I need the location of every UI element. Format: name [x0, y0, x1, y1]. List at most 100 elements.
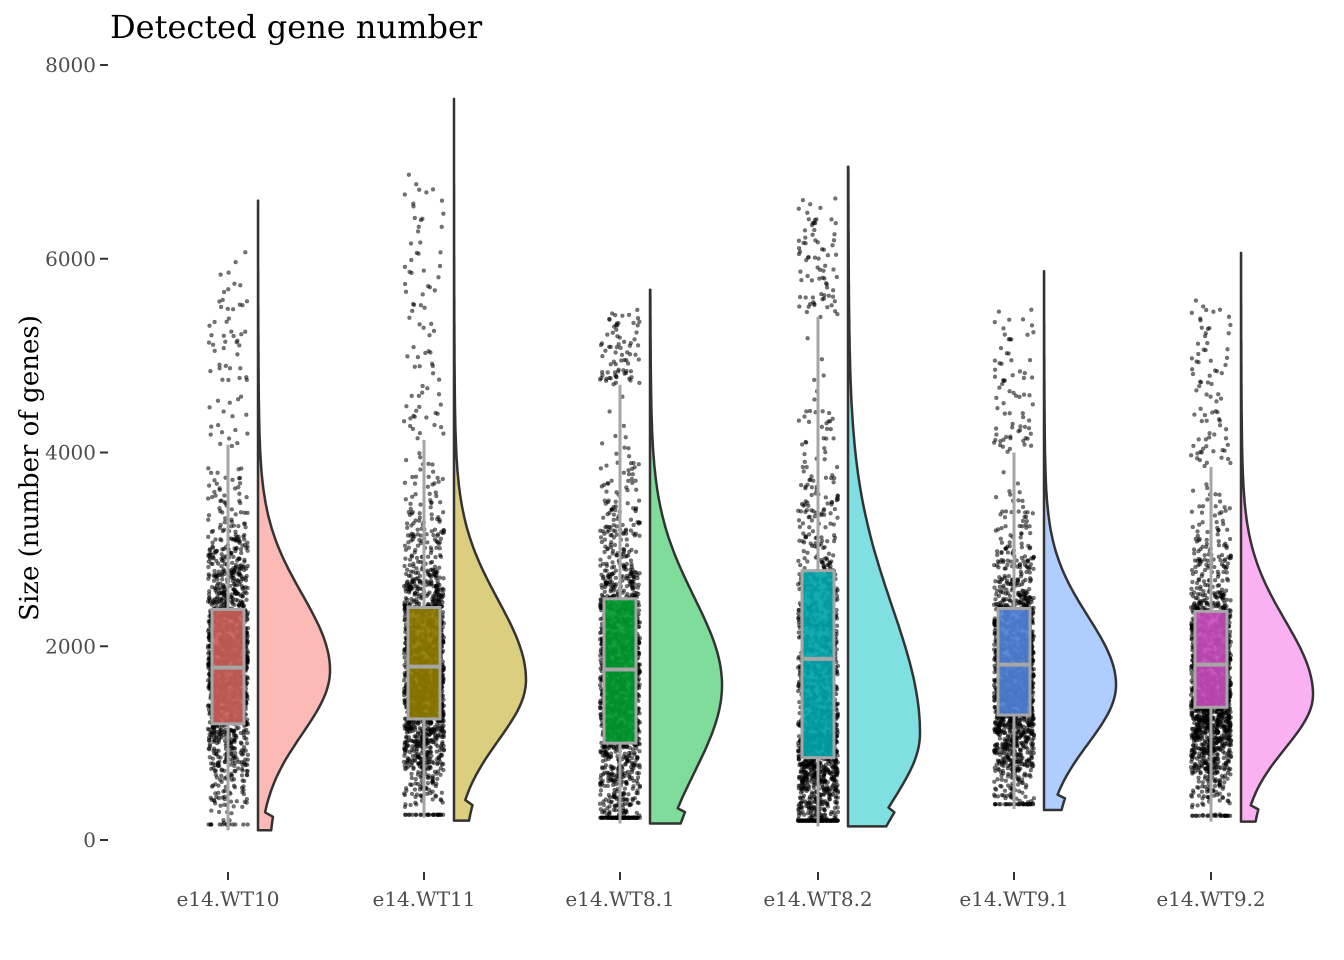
y-tick-label: 0	[83, 828, 96, 852]
data-point	[605, 332, 610, 337]
data-point	[206, 564, 211, 570]
data-point	[600, 576, 606, 581]
data-point	[412, 215, 417, 221]
data-point	[432, 481, 437, 486]
data-point	[410, 308, 415, 314]
data-point	[437, 565, 442, 570]
data-point	[435, 587, 441, 593]
data-point	[233, 259, 238, 265]
data-point	[402, 281, 408, 287]
violin	[648, 288, 724, 825]
data-point	[607, 409, 612, 414]
data-point	[402, 563, 407, 569]
data-point	[231, 554, 236, 560]
data-point	[230, 822, 235, 827]
data-point	[632, 337, 637, 342]
data-point	[600, 353, 605, 359]
data-point	[241, 778, 247, 784]
data-point	[411, 766, 416, 771]
data-point	[626, 792, 631, 797]
data-point	[437, 263, 443, 269]
data-point	[232, 768, 237, 774]
data-point	[427, 285, 433, 290]
data-point	[223, 339, 228, 344]
data-point	[213, 791, 218, 796]
data-point	[425, 780, 431, 786]
data-point	[603, 757, 608, 762]
data-point	[624, 561, 629, 567]
data-point	[235, 766, 241, 771]
data-point	[209, 808, 214, 813]
data-point	[608, 589, 613, 594]
data-point	[415, 591, 420, 597]
data-point	[635, 307, 640, 313]
data-point	[420, 292, 425, 297]
data-point	[437, 575, 442, 580]
data-point	[213, 537, 218, 542]
data-point	[625, 769, 631, 775]
data-point	[637, 784, 642, 790]
data-point	[636, 498, 642, 503]
data-point	[599, 585, 605, 590]
data-point	[418, 217, 424, 223]
data-point	[614, 524, 619, 529]
data-point	[428, 574, 434, 579]
data-point	[424, 415, 429, 420]
data-point	[434, 771, 439, 776]
data-point	[634, 810, 639, 816]
data-point	[417, 573, 423, 579]
data-point	[635, 323, 640, 328]
data-point	[421, 268, 426, 273]
data-point	[613, 568, 619, 573]
data-point	[216, 809, 222, 815]
data-point	[598, 557, 603, 562]
data-point	[211, 599, 216, 604]
data-point	[611, 794, 617, 799]
data-point	[599, 484, 604, 489]
data-point	[433, 736, 438, 741]
data-point	[610, 330, 615, 335]
data-point	[417, 578, 422, 583]
data-point	[832, 299, 837, 304]
data-point	[435, 812, 440, 817]
data-point	[238, 740, 244, 745]
data-point	[624, 573, 630, 579]
data-point	[429, 512, 434, 517]
data-point	[402, 804, 408, 810]
data-point	[238, 730, 244, 736]
data-point	[428, 505, 433, 510]
data-point	[626, 454, 632, 459]
data-point	[237, 571, 242, 576]
data-point	[597, 801, 603, 806]
data-point	[234, 558, 240, 563]
data-point	[438, 402, 443, 407]
data-point	[614, 490, 619, 495]
data-point	[413, 776, 418, 782]
data-point	[240, 768, 245, 773]
data-point	[614, 451, 619, 456]
data-point	[417, 404, 422, 410]
data-point	[606, 792, 611, 798]
data-point	[613, 373, 618, 378]
data-point	[637, 533, 642, 538]
data-point	[245, 752, 251, 758]
data-point	[624, 797, 629, 802]
data-point	[403, 497, 408, 502]
data-point	[412, 745, 418, 750]
data-point	[233, 597, 239, 603]
data-point	[632, 752, 637, 757]
data-point	[218, 522, 223, 528]
data-point	[628, 340, 633, 346]
data-point	[427, 491, 432, 497]
data-point	[209, 784, 215, 789]
data-point	[613, 350, 618, 355]
data-point	[440, 800, 445, 805]
data-point	[404, 567, 410, 572]
data-point	[402, 753, 407, 758]
data-point	[429, 547, 434, 553]
data-point	[404, 739, 410, 744]
data-point	[208, 424, 214, 429]
data-point	[232, 281, 237, 286]
data-point	[221, 818, 226, 823]
data-point	[628, 369, 634, 374]
